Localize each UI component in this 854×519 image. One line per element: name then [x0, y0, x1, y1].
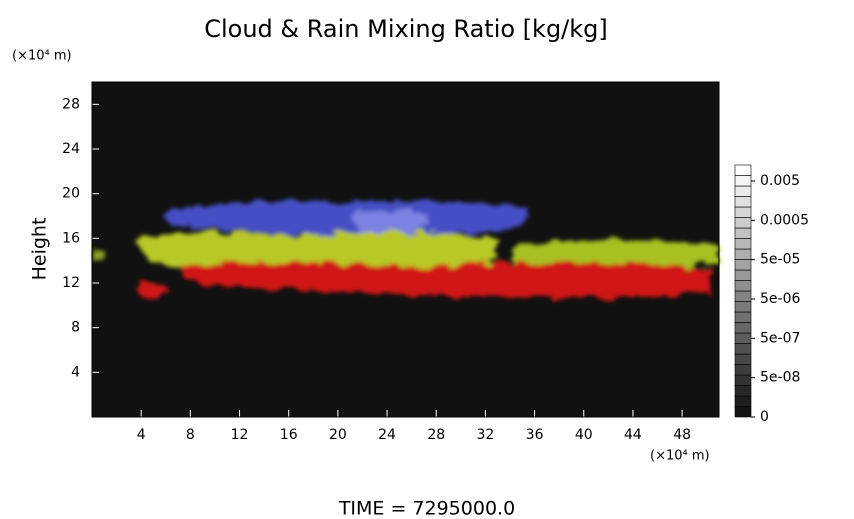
colorbar-swatch [734, 395, 752, 407]
colorbar-swatch [734, 322, 752, 334]
x-tick-label: 40 [575, 427, 593, 443]
y-tick-label: 8 [71, 320, 80, 336]
x-tick-label: 32 [476, 427, 494, 443]
y-unit: (×10⁴ m) [12, 49, 72, 64]
colorbar-swatch [734, 385, 752, 397]
colorbar-swatch [734, 332, 752, 344]
colorbar-swatch [734, 290, 752, 302]
x-tick-label: 28 [427, 427, 445, 443]
y-tick-label: 12 [62, 275, 80, 291]
colorbar-swatch [734, 196, 752, 208]
x-tick-label: 44 [624, 427, 642, 443]
colorbar-swatch [734, 248, 752, 260]
y-tick-label: 16 [62, 230, 80, 246]
colorbar-swatch [734, 406, 752, 418]
colorbar-swatch [734, 301, 752, 313]
colorbar-label: 0 [760, 409, 769, 425]
y-tick-label: 24 [62, 141, 80, 157]
volume-render [92, 200, 719, 300]
colorbar-label: 5e-06 [760, 291, 800, 307]
y-tick-label: 28 [62, 96, 80, 112]
colorbar-label: 5e-08 [760, 370, 800, 386]
x-tick-label: 16 [280, 427, 298, 443]
x-tick-label: 48 [673, 427, 691, 443]
colorbar-swatch [734, 364, 752, 376]
x-tick-label: 12 [231, 427, 249, 443]
colorbar-swatch [734, 259, 752, 271]
colorbar-label: 0.005 [760, 173, 800, 189]
plot-frame [91, 81, 720, 418]
footer: TIME = 7295000.0 [338, 498, 515, 519]
colorbar-label: 5e-05 [760, 252, 800, 268]
y-tick-label: 4 [71, 364, 80, 380]
colorbar-swatch [734, 353, 752, 365]
colorbar-swatch [734, 185, 752, 197]
x-tick-label: 20 [329, 427, 347, 443]
x-tick-label: 8 [186, 427, 195, 443]
y-tick-label: 20 [62, 186, 80, 202]
colorbar-label: 0.0005 [760, 212, 809, 228]
colorbar-swatch [734, 217, 752, 229]
colorbar-swatch [734, 164, 752, 176]
x-tick-label: 24 [378, 427, 396, 443]
colorbar-swatch [734, 269, 752, 281]
colorbar-swatch [734, 206, 752, 218]
colorbar-swatch [734, 227, 752, 239]
colorbar-swatch [734, 175, 752, 187]
colorbar-label: 5e-07 [760, 330, 800, 346]
colorbar-swatch [734, 311, 752, 323]
x-tick-label: 4 [137, 427, 146, 443]
colorbar-swatch [734, 238, 752, 250]
x-tick-label: 36 [526, 427, 544, 443]
colorbar-swatch [734, 374, 752, 386]
colorbar-swatch [734, 280, 752, 292]
chart-title: Cloud & Rain Mixing Ratio [kg/kg] [204, 15, 608, 43]
colorbar-swatch [734, 343, 752, 355]
y-axis-label: Height [29, 218, 51, 281]
x-unit: (×10⁴ m) [650, 449, 710, 464]
